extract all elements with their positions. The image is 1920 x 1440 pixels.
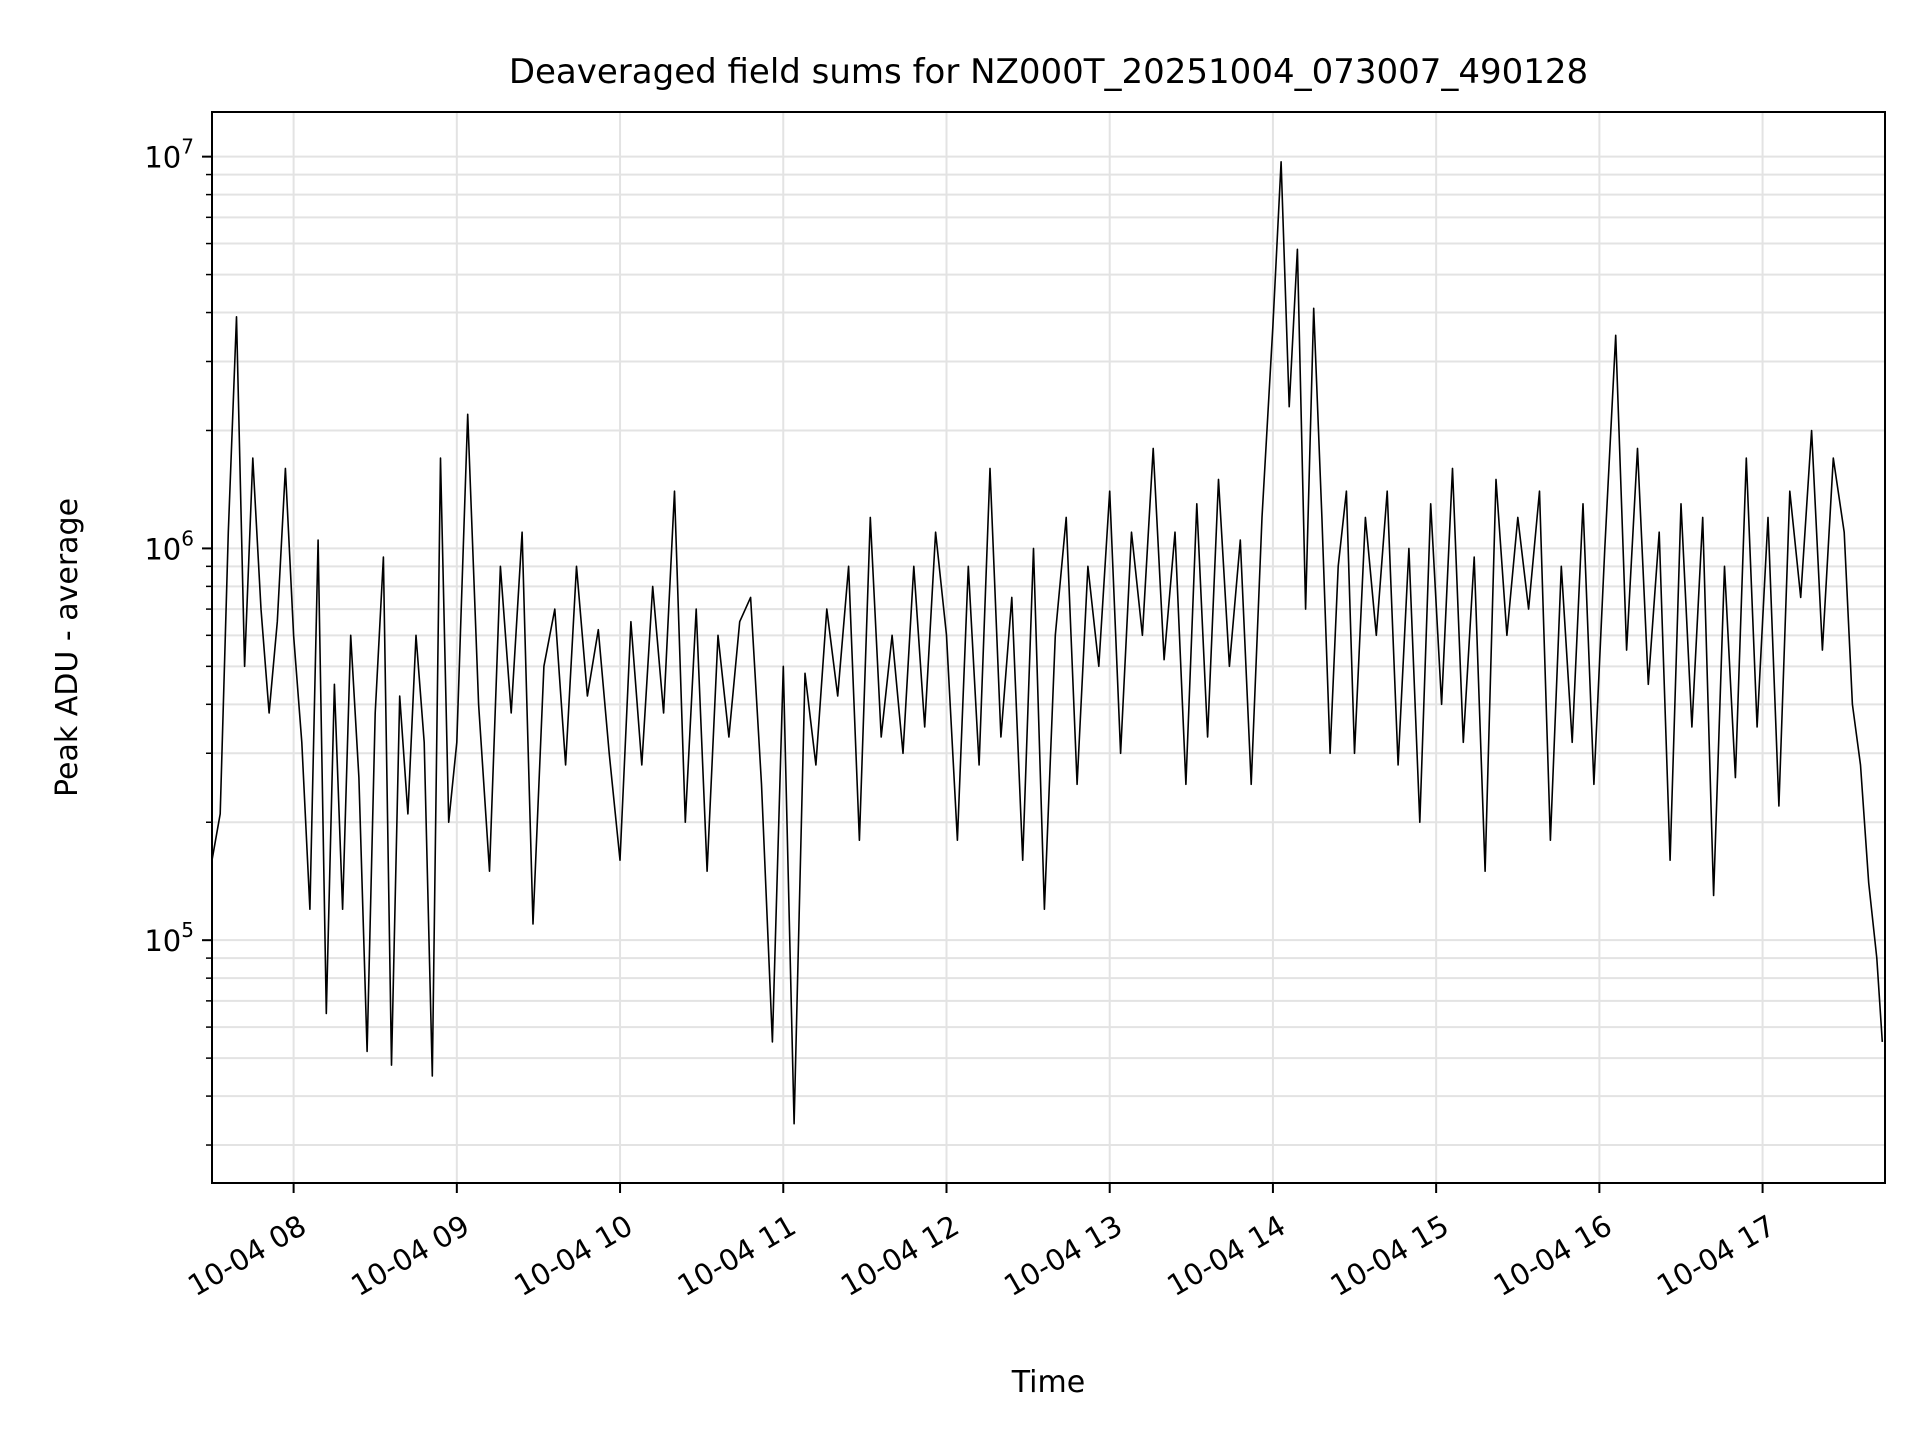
plot-frame — [211, 111, 1886, 1184]
y-tick-label: 106 — [144, 526, 194, 566]
y-axis-label: Peak ADU - average — [50, 498, 85, 797]
y-tick-label: 107 — [144, 135, 194, 175]
series-layer — [211, 161, 1884, 1125]
series-line — [211, 161, 1884, 1125]
chart-title: Deaveraged field sums for NZ000T_2025100… — [509, 52, 1588, 92]
x-axis-label: Time — [1011, 1365, 1085, 1400]
y-tick-label: 105 — [144, 918, 194, 958]
